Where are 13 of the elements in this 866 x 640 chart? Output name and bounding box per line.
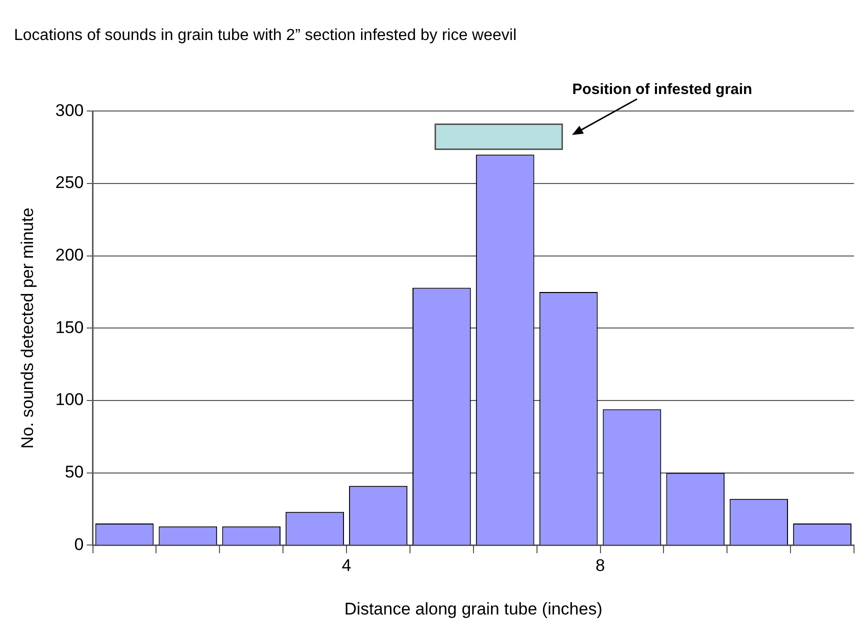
- chart-title: Locations of sounds in grain tube with 2” section infested by rice weevil: [14, 27, 516, 44]
- x-axis-title: Distance along grain tube (inches): [344, 599, 602, 618]
- y-tick-label: 200: [55, 246, 84, 265]
- y-tick-label: 150: [55, 318, 84, 337]
- x-tick-label: 8: [596, 556, 605, 576]
- y-tick-label: 100: [55, 390, 84, 410]
- y-tick-label: 50: [64, 462, 84, 482]
- x-tick-label: 4: [342, 556, 352, 576]
- y-tick-label: 0: [74, 534, 84, 554]
- y-tick-label: 250: [55, 173, 84, 192]
- y-axis-title: No. sounds detected per minute: [18, 208, 37, 449]
- y-tick-label: 300: [55, 100, 84, 120]
- band-label: Position of infested grain: [572, 80, 752, 98]
